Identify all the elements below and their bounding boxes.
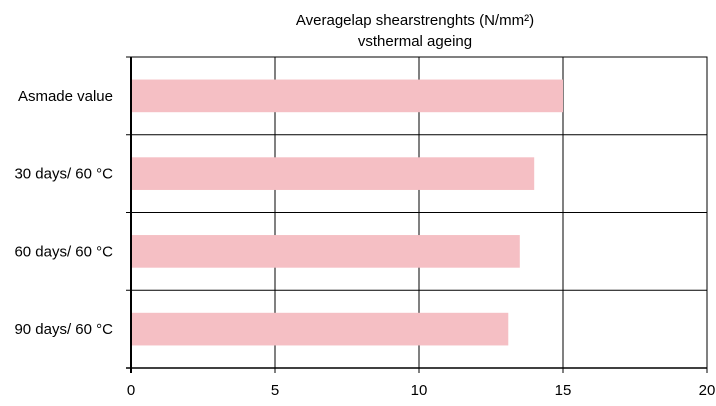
- x-tick-label: 10: [411, 382, 428, 399]
- x-tick-label: 5: [271, 382, 279, 399]
- bar-series: [131, 79, 563, 346]
- chart-subtitle: vsthermal ageing: [358, 33, 472, 50]
- axis-labels: 0 5 10 15 20 Asmade value 30 days/ 60 °C 60 day…: [14, 88, 715, 399]
- bar: [131, 79, 563, 113]
- category-label: 60 days/ 60 °C: [14, 243, 113, 260]
- category-label: Asmade value: [18, 88, 113, 105]
- x-tick-label: 0: [127, 382, 135, 399]
- category-label: 30 days/ 60 °C: [14, 166, 113, 183]
- bar: [131, 235, 520, 268]
- axes: [126, 56, 708, 373]
- x-tick-label: 15: [555, 382, 572, 399]
- bar: [131, 312, 509, 346]
- bar: [131, 157, 535, 190]
- chart-title: Averagelap shearstrenghts (N/mm²): [296, 12, 534, 29]
- category-label: 90 days/ 60 °C: [14, 321, 113, 338]
- x-tick-label: 20: [699, 382, 716, 399]
